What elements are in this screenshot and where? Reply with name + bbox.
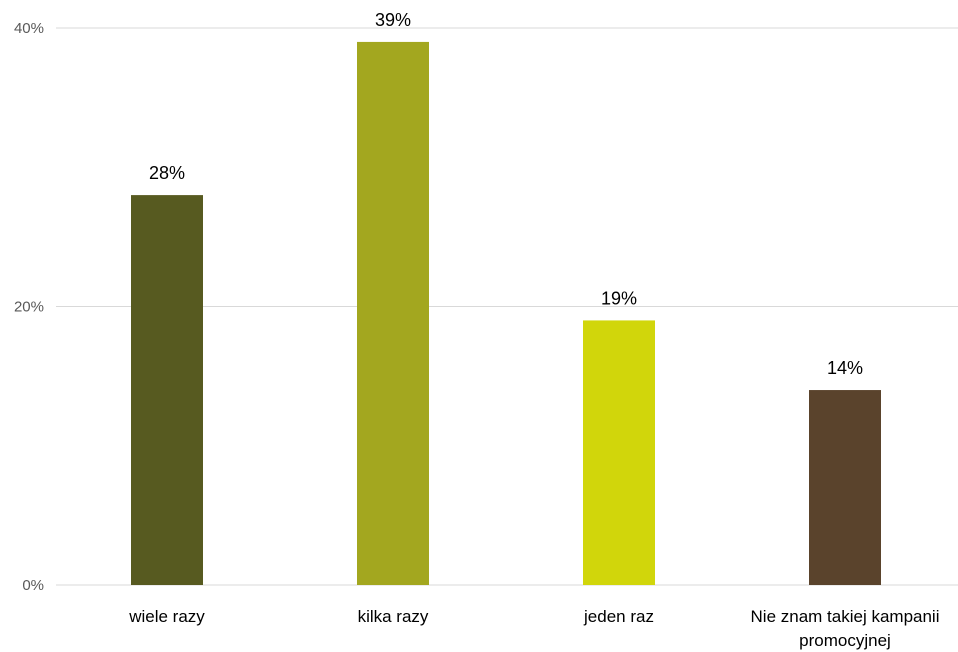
data-label-1: 28%	[149, 163, 185, 183]
bar-2	[357, 41, 429, 586]
bar-4	[809, 390, 881, 585]
x-axis-categories: wiele razy kilka razy jeden raz Nie znam ta…	[128, 607, 939, 650]
category-label-3: jeden raz	[583, 607, 654, 626]
bar-1	[131, 195, 203, 585]
y-tick-label: 0%	[22, 577, 44, 594]
bars	[131, 41, 881, 586]
category-label-2: kilka razy	[358, 607, 429, 626]
category-label-1: wiele razy	[128, 607, 205, 626]
data-label-4: 14%	[827, 358, 863, 378]
category-label-4-line-1: Nie znam takiej kampanii	[751, 607, 940, 626]
bar-3	[583, 320, 655, 585]
data-labels: 28% 39% 19% 14%	[149, 10, 863, 378]
y-tick-label: 40%	[14, 20, 44, 37]
y-axis-ticks: 0% 20% 40%	[14, 20, 44, 594]
data-label-2: 39%	[375, 10, 411, 30]
category-label-4-line-2: promocyjnej	[799, 631, 891, 650]
y-tick-label: 20%	[14, 299, 44, 316]
data-label-3: 19%	[601, 288, 637, 308]
gridlines	[56, 27, 958, 586]
